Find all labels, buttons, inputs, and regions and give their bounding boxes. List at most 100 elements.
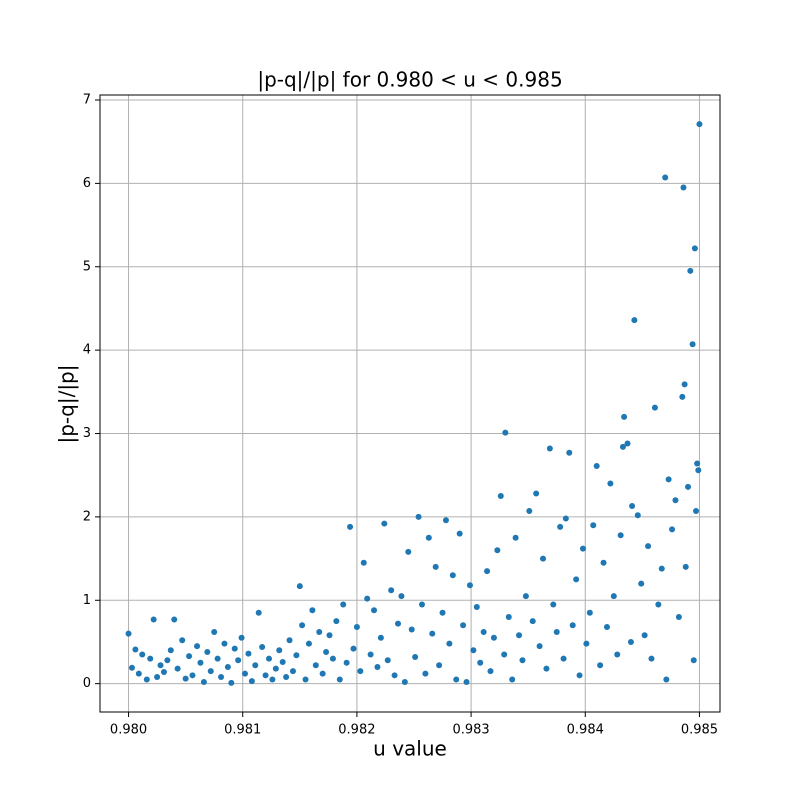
data-point: [422, 670, 429, 677]
data-point: [432, 563, 439, 570]
data-point: [512, 534, 519, 541]
data-point: [519, 657, 526, 664]
data-point: [655, 601, 662, 608]
data-point: [672, 497, 679, 504]
data-point: [553, 628, 560, 635]
data-point: [617, 532, 624, 539]
y-tick-label: 7: [83, 93, 91, 108]
data-point: [597, 662, 604, 669]
data-point: [494, 547, 501, 554]
data-point: [289, 668, 296, 675]
data-point: [231, 645, 238, 652]
data-point: [526, 508, 533, 515]
data-point: [154, 673, 161, 680]
data-point: [367, 651, 374, 658]
data-point: [272, 665, 279, 672]
y-tick-label: 0: [83, 676, 91, 691]
data-point: [693, 508, 700, 515]
data-point: [529, 618, 536, 625]
data-point: [200, 678, 207, 685]
data-point: [353, 623, 360, 630]
data-point: [573, 576, 580, 583]
data-point: [536, 643, 543, 650]
data-point: [204, 648, 211, 655]
data-point: [436, 662, 443, 669]
data-point: [171, 616, 178, 623]
data-point: [675, 613, 682, 620]
data-point: [398, 593, 405, 600]
data-point: [350, 645, 357, 652]
data-point: [665, 476, 672, 483]
x-tick-label: 0.983: [452, 723, 489, 738]
data-point: [329, 655, 336, 662]
data-point: [603, 623, 610, 630]
data-point: [691, 245, 698, 252]
data-point: [412, 653, 419, 660]
data-point: [395, 620, 402, 627]
data-point: [164, 657, 171, 664]
data-point: [634, 512, 641, 519]
data-point: [627, 638, 634, 645]
data-point: [276, 647, 283, 654]
plot-frame: [99, 94, 721, 713]
data-point: [681, 381, 688, 388]
data-point: [429, 630, 436, 637]
data-point: [470, 647, 477, 654]
x-axis-label: u value: [373, 737, 447, 761]
data-point: [147, 655, 154, 662]
data-point: [189, 672, 196, 679]
data-point: [305, 640, 312, 647]
data-point: [316, 628, 323, 635]
data-point: [497, 493, 504, 500]
data-point: [293, 652, 300, 659]
data-point: [490, 634, 497, 641]
data-point: [405, 548, 412, 555]
data-point: [466, 582, 473, 589]
data-point: [326, 632, 333, 639]
data-point: [408, 626, 415, 633]
data-point: [619, 443, 626, 450]
data-point: [533, 490, 540, 497]
y-tick-label: 4: [83, 343, 91, 358]
data-point: [487, 668, 494, 675]
data-point: [279, 658, 286, 665]
data-point: [214, 655, 221, 662]
points: [125, 121, 703, 686]
data-point: [680, 184, 687, 191]
data-point: [182, 675, 189, 682]
data-point: [323, 648, 330, 655]
data-point: [228, 679, 235, 686]
data-point: [418, 601, 425, 608]
data-point: [480, 628, 487, 635]
data-point: [543, 665, 550, 672]
data-point: [360, 559, 367, 566]
data-point: [663, 676, 670, 683]
data-point: [150, 616, 157, 623]
data-point: [638, 580, 645, 587]
data-point: [336, 676, 343, 683]
data-point: [473, 603, 480, 610]
data-point: [662, 174, 669, 181]
data-point: [415, 513, 422, 520]
data-point: [484, 568, 491, 575]
data-point: [456, 530, 463, 537]
data-point: [343, 659, 350, 666]
data-point: [583, 640, 590, 647]
y-axis-label: |p-q|/|p|: [55, 365, 79, 444]
data-point: [621, 413, 628, 420]
data-point: [252, 662, 259, 669]
data-point: [689, 341, 696, 348]
data-point: [446, 640, 453, 647]
data-point: [590, 522, 597, 529]
data-point: [262, 672, 269, 679]
data-point: [238, 634, 245, 641]
data-point: [265, 655, 272, 662]
data-point: [586, 609, 593, 616]
data-point: [442, 517, 449, 524]
data-point: [624, 440, 631, 447]
data-point: [522, 593, 529, 600]
data-point: [641, 632, 648, 639]
